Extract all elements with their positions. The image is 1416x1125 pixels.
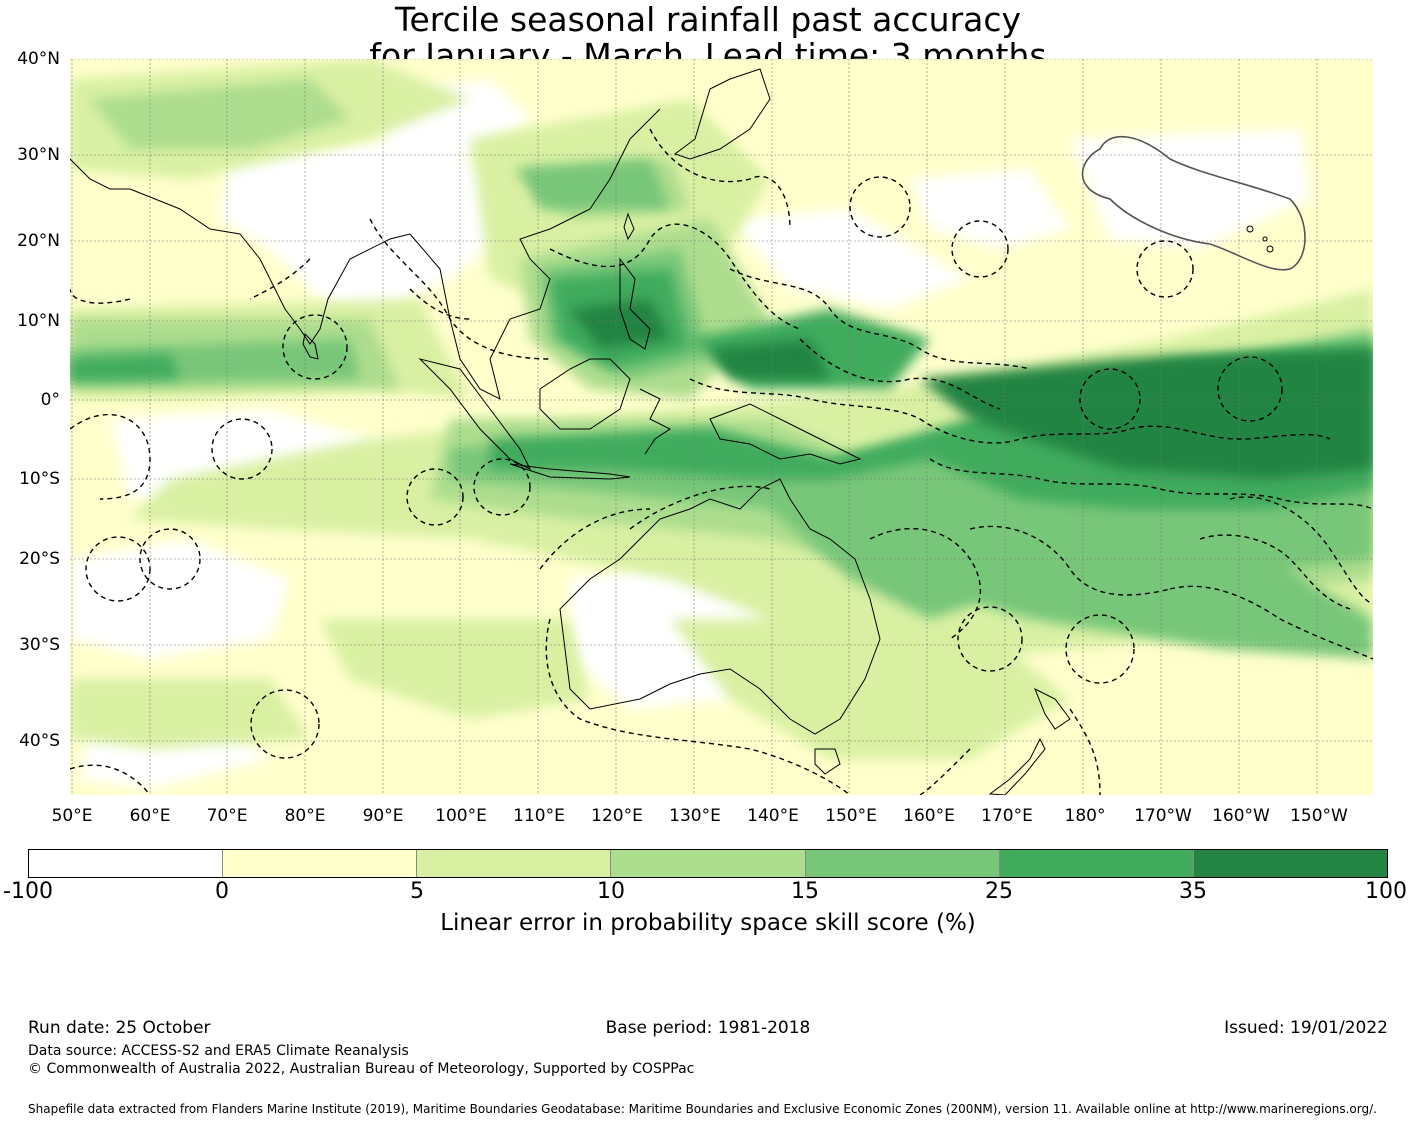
australia — [559, 478, 881, 735]
philippines — [619, 257, 651, 350]
lat-label: 30°N — [17, 145, 60, 165]
sri-lanka — [302, 332, 319, 360]
copyright: © Commonwealth of Australia 2022, Austra… — [28, 1061, 695, 1077]
lon-label: 110°E — [513, 806, 565, 826]
lon-label: 60°E — [129, 806, 171, 826]
coastlines — [70, 68, 1274, 795]
colorbar-segment — [29, 850, 223, 877]
taiwan — [623, 212, 635, 241]
map-title-line-1: Tercile seasonal rainfall past accuracy — [394, 0, 1022, 39]
colorbar-tick: 25 — [985, 879, 1013, 904]
data-source: Data source: ACCESS-S2 and ERA5 Climate … — [28, 1043, 409, 1059]
lon-label: 130°E — [669, 806, 721, 826]
lon-label: 150°E — [825, 806, 877, 826]
lon-label: 120°E — [591, 806, 643, 826]
colorbar-tick: -100 — [3, 879, 53, 904]
lon-label: 170°W — [1134, 806, 1192, 826]
colorbar-tick: 0 — [215, 879, 229, 904]
colorbar-segment — [1192, 850, 1387, 877]
lat-label: 0° — [40, 390, 60, 410]
borneo — [539, 358, 631, 430]
lat-label: 20°S — [19, 549, 60, 569]
graticule — [70, 59, 1373, 795]
colorbar-tick: 15 — [791, 879, 819, 904]
lat-label: 40°N — [17, 49, 60, 69]
india-coast — [129, 188, 411, 345]
hawaii-eez-outline — [1081, 135, 1306, 271]
shapefile-credit: Shapefile data extracted from Flanders M… — [28, 1102, 1377, 1116]
lon-label: 150°W — [1290, 806, 1348, 826]
colorbar-tick: 35 — [1179, 879, 1207, 904]
colorbar-label: Linear error in probability space skill … — [440, 910, 976, 936]
new-guinea — [709, 403, 862, 465]
run-date: Run date: 25 October — [28, 1018, 211, 1038]
colorbar-segment — [222, 850, 417, 877]
lat-label: 30°S — [19, 635, 60, 655]
lat-label: 40°S — [19, 731, 60, 751]
lon-label: 80°E — [284, 806, 326, 826]
lon-label: 70°E — [206, 806, 248, 826]
colorbar-segment — [416, 850, 611, 877]
lat-label: 10°N — [17, 311, 60, 331]
colorbar-segment — [610, 850, 805, 877]
colorbar-segment — [804, 850, 999, 877]
sulawesi — [639, 388, 671, 455]
lat-label: 20°N — [17, 231, 60, 251]
lon-label: 160°W — [1212, 806, 1270, 826]
arabia-coast — [70, 158, 130, 190]
colorbar — [28, 849, 1388, 878]
sumatra — [418, 358, 532, 471]
base-period: Base period: 1981-2018 — [605, 1018, 811, 1038]
new-zealand-north — [1034, 687, 1071, 730]
colorbar-tick: 5 — [410, 879, 424, 904]
issued-date: Issued: 19/01/2022 — [1224, 1018, 1388, 1038]
lon-label: 160°E — [903, 806, 955, 826]
java — [509, 463, 631, 480]
lon-label: 90°E — [362, 806, 404, 826]
colorbar-tick: 100 — [1365, 879, 1407, 904]
skill-35-100-areas — [570, 299, 1373, 479]
lon-label: 170°E — [981, 806, 1033, 826]
lon-label: 180° — [1064, 806, 1106, 826]
lat-label: 10°S — [19, 469, 60, 489]
lon-label: 50°E — [51, 806, 93, 826]
lon-label: 140°E — [747, 806, 799, 826]
colorbar-segment — [998, 850, 1193, 877]
new-zealand-south — [988, 737, 1046, 795]
skill-score-map — [70, 59, 1373, 795]
tasmania — [814, 748, 841, 775]
eez-boundaries — [70, 128, 1373, 795]
colorbar-tick: 10 — [597, 879, 625, 904]
japan — [673, 68, 771, 160]
indochina-coast — [409, 108, 661, 400]
lon-label: 100°E — [435, 806, 487, 826]
